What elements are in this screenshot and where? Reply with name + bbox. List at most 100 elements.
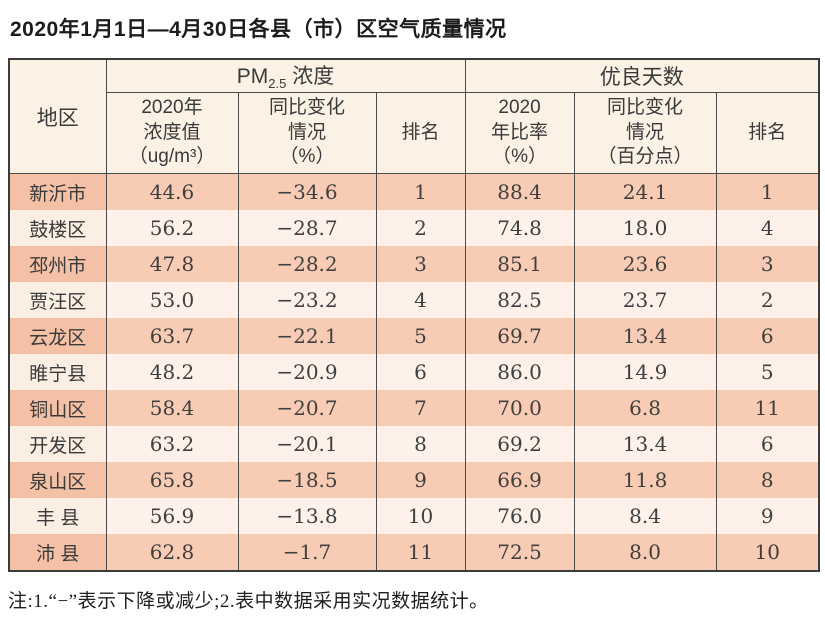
col-header-pm-rank: 排名 [375,92,466,174]
pm-value-cell: 63.7 [105,318,239,354]
pm-change-cell: −28.2 [237,246,377,282]
good-change-cell: 18.0 [573,210,717,246]
good-ratio-cell: 66.9 [464,462,575,498]
col-header-pm-change: 同比变化 情况 （%） [237,92,377,174]
good-change-cell: 24.1 [573,173,717,210]
table-row: 开发区 63.2 −20.1 8 69.2 13.4 6 [8,426,820,462]
col-header-good-ratio: 2020 年比率 （%） [464,92,575,174]
good-ratio-cell: 76.0 [464,498,575,534]
pm-rank-cell: 6 [375,354,466,390]
good-ratio-cell: 86.0 [464,354,575,390]
pm-value-cell: 48.2 [105,354,239,390]
table-row: 贾汪区 53.0 −23.2 4 82.5 23.7 2 [8,282,820,318]
pm-change-cell: −13.8 [237,498,377,534]
good-rank-cell: 6 [715,318,820,354]
table-row: 丰 县 56.9 −13.8 10 76.0 8.4 9 [8,498,820,534]
table-row: 泉山区 65.8 −18.5 9 66.9 11.8 8 [8,462,820,498]
table-row: 睢宁县 48.2 −20.9 6 86.0 14.9 5 [8,354,820,390]
pm-rank-cell: 10 [375,498,466,534]
col-header-good-change: 同比变化 情况 （百分点） [573,92,717,174]
pm-change-cell: −18.5 [237,462,377,498]
pm-value-cell: 65.8 [105,462,239,498]
pm-value-cell: 56.2 [105,210,239,246]
pm-rank-cell: 11 [375,534,466,571]
pm-rank-cell: 9 [375,462,466,498]
pm-rank-cell: 5 [375,318,466,354]
good-ratio-cell: 69.2 [464,426,575,462]
region-cell: 铜山区 [8,390,107,426]
pm-change-cell: −1.7 [237,534,377,571]
pm-rank-cell: 8 [375,426,466,462]
page-title: 2020年1月1日—4月30日各县（市）区空气质量情况 [10,18,507,41]
good-rank-cell: 11 [715,390,820,426]
good-rank-cell: 9 [715,498,820,534]
good-ratio-cell: 88.4 [464,173,575,210]
region-cell: 邳州市 [8,246,107,282]
pm-change-cell: −22.1 [237,318,377,354]
region-cell: 鼓楼区 [8,210,107,246]
pm-value-cell: 53.0 [105,282,239,318]
pm-rank-cell: 4 [375,282,466,318]
region-cell: 新沂市 [8,173,107,210]
pm-change-cell: −20.9 [237,354,377,390]
col-header-region: 地区 [8,59,107,174]
pm-rank-cell: 1 [375,173,466,210]
pm25-label-subscript: 2.5 [268,76,287,92]
good-change-cell: 8.0 [573,534,717,571]
good-change-cell: 11.8 [573,462,717,498]
pm-change-cell: −20.1 [237,426,377,462]
header-sub-row: 2020年 浓度值 （ug/m³） 同比变化 情况 （%） 排名 2020 年比… [9,92,820,174]
pm25-label-prefix: PM [236,65,269,89]
table-row: 邳州市 47.8 −28.2 3 85.1 23.6 3 [8,246,820,282]
good-rank-cell: 4 [715,210,820,246]
pm-value-cell: 58.4 [105,390,239,426]
good-change-cell: 14.9 [573,354,717,390]
region-cell: 贾汪区 [8,282,107,318]
col-header-pm-value: 2020年 浓度值 （ug/m³） [105,92,239,174]
pm-rank-cell: 2 [375,210,466,246]
good-ratio-cell: 72.5 [464,534,575,571]
table-header: 地区 PM2.5 浓度 优良天数 2020年 浓度值 （ug/m³） 同比变化 … [8,59,820,174]
good-rank-cell: 5 [715,354,820,390]
pm-change-cell: −28.7 [237,210,377,246]
good-ratio-cell: 70.0 [464,390,575,426]
pm-value-cell: 62.8 [105,534,239,571]
good-ratio-cell: 69.7 [464,318,575,354]
pm25-label-suffix: 浓度 [286,65,335,89]
good-rank-cell: 10 [715,534,820,571]
region-cell: 开发区 [8,426,107,462]
good-ratio-cell: 85.1 [464,246,575,282]
col-group-pm25: PM2.5 浓度 [105,59,466,93]
region-cell: 泉山区 [8,462,107,498]
col-group-good-days: 优良天数 [464,59,820,93]
table-row: 铜山区 58.4 −20.7 7 70.0 6.8 11 [8,390,820,426]
pm-change-cell: −34.6 [237,173,377,210]
good-rank-cell: 1 [715,173,820,210]
region-cell: 云龙区 [8,318,107,354]
good-ratio-cell: 74.8 [464,210,575,246]
region-cell: 丰 县 [8,498,107,534]
pm-value-cell: 63.2 [105,426,239,462]
good-rank-cell: 6 [715,426,820,462]
header-group-row: 地区 PM2.5 浓度 优良天数 [8,59,820,174]
good-rank-cell: 2 [715,282,820,318]
good-change-cell: 6.8 [573,390,717,426]
pm-value-cell: 56.9 [105,498,239,534]
pm-rank-cell: 3 [375,246,466,282]
good-rank-cell: 8 [715,462,820,498]
table-row: 云龙区 63.7 −22.1 5 69.7 13.4 6 [8,318,820,354]
pm-value-cell: 47.8 [105,246,239,282]
table-row: 沛 县 62.8 −1.7 11 72.5 8.0 10 [8,534,820,571]
good-change-cell: 23.6 [573,246,717,282]
col-header-good-rank: 排名 [715,92,820,174]
good-ratio-cell: 82.5 [464,282,575,318]
pm-change-cell: −23.2 [237,282,377,318]
pm-rank-cell: 7 [375,390,466,426]
region-cell: 沛 县 [8,534,107,571]
good-change-cell: 8.4 [573,498,717,534]
table-row: 新沂市 44.6 −34.6 1 88.4 24.1 1 [8,173,820,210]
good-change-cell: 13.4 [573,426,717,462]
table-row: 鼓楼区 56.2 −28.7 2 74.8 18.0 4 [8,210,820,246]
region-cell: 睢宁县 [8,354,107,390]
